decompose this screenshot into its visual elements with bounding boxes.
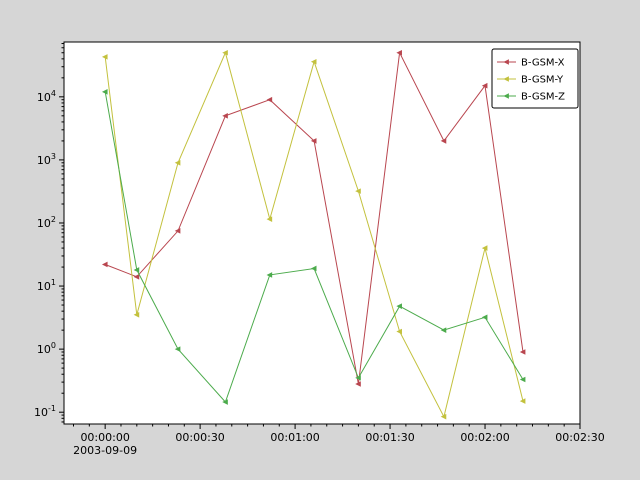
legend-entry-B-GSM-X: B-GSM-X bbox=[497, 58, 565, 69]
data-point-marker bbox=[101, 54, 108, 60]
legend-marker bbox=[503, 76, 509, 82]
series-markers-B-GSM-Y bbox=[101, 49, 526, 420]
data-point-marker bbox=[174, 346, 181, 352]
data-point-marker bbox=[440, 138, 447, 144]
data-point-marker bbox=[266, 272, 273, 278]
x-tick-label: 00:01:30 bbox=[365, 431, 414, 444]
data-point-marker bbox=[222, 399, 228, 405]
data-point-marker bbox=[440, 413, 447, 420]
series-markers-B-GSM-X bbox=[101, 49, 526, 387]
data-point-marker bbox=[101, 261, 108, 268]
data-point-marker bbox=[133, 267, 140, 273]
legend-label: B-GSM-X bbox=[521, 58, 565, 69]
axes-layer: 00:00:00 00:00:30 00:01:00 00:01:30 00:02:00… bbox=[34, 41, 605, 457]
data-point-marker bbox=[481, 82, 488, 89]
legend: B-GSM-X B-GSM-Y B-GSM-Z bbox=[491, 48, 579, 109]
data-point-marker bbox=[519, 349, 526, 355]
x-axis bbox=[72, 424, 581, 429]
x-tick-label: 00:01:00 bbox=[270, 431, 319, 444]
y-tick-label: 101 bbox=[37, 278, 56, 293]
data-point-marker bbox=[266, 96, 273, 103]
data-point-marker bbox=[481, 245, 488, 251]
x-tick-label: 00:02:00 bbox=[460, 431, 509, 444]
data-point-marker bbox=[355, 381, 361, 387]
y-tick-label: 10-1 bbox=[34, 404, 56, 419]
data-point-marker bbox=[355, 188, 361, 194]
data-point-marker bbox=[222, 113, 228, 119]
data-point-marker bbox=[133, 312, 140, 318]
legend-entry-B-GSM-Z: B-GSM-Z bbox=[497, 92, 565, 103]
x-tick-label: 00:00:00 bbox=[80, 431, 129, 444]
legend-marker bbox=[503, 93, 509, 99]
x-axis-date-label: 2003-09-09 bbox=[73, 444, 137, 457]
y-axis bbox=[59, 43, 64, 423]
data-point-marker bbox=[222, 49, 228, 56]
legend-marker bbox=[503, 59, 509, 65]
legend-box bbox=[491, 48, 579, 109]
x-tick-label: 00:00:30 bbox=[175, 431, 224, 444]
data-point-marker bbox=[440, 327, 447, 333]
legend-label: B-GSM-Z bbox=[521, 92, 565, 103]
x-tick-label: 00:02:30 bbox=[555, 431, 604, 444]
legend-entry-B-GSM-Y: B-GSM-Y bbox=[497, 75, 564, 86]
data-point-marker bbox=[355, 375, 361, 381]
data-point-marker bbox=[266, 216, 273, 222]
legend-label: B-GSM-Y bbox=[521, 75, 564, 86]
data-point-marker bbox=[519, 398, 526, 404]
data-point-marker bbox=[310, 58, 317, 65]
y-tick-label: 102 bbox=[37, 215, 56, 230]
data-point-marker bbox=[310, 265, 317, 272]
data-point-marker bbox=[396, 49, 402, 56]
series-markers-B-GSM-Z bbox=[101, 89, 526, 405]
data-point-marker bbox=[396, 303, 402, 309]
data-point-marker bbox=[396, 328, 402, 335]
y-tick-label: 104 bbox=[37, 89, 56, 104]
data-point-marker bbox=[174, 159, 181, 166]
data-point-marker bbox=[310, 138, 317, 144]
data-point-marker bbox=[101, 89, 108, 95]
data-point-marker bbox=[174, 228, 181, 234]
series-layer bbox=[101, 49, 526, 420]
data-point-marker bbox=[481, 314, 488, 321]
data-point-marker bbox=[133, 274, 140, 280]
y-tick-label: 103 bbox=[37, 152, 56, 167]
data-point-marker bbox=[519, 376, 526, 383]
y-tick-label: 100 bbox=[37, 341, 56, 356]
